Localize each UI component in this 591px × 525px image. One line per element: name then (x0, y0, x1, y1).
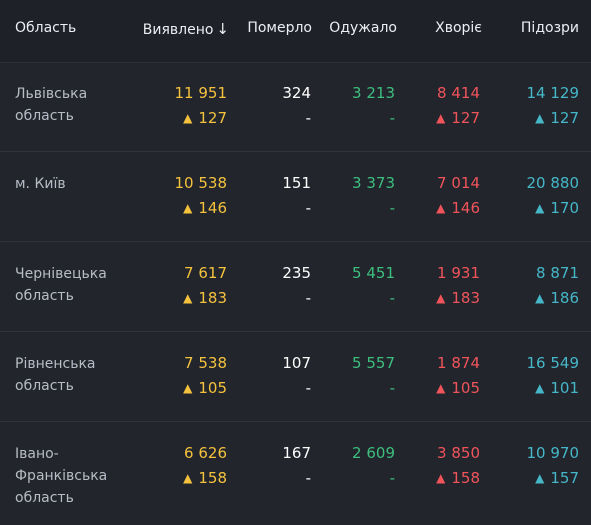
column-header-detected[interactable]: Виявлено ↓ (143, 20, 229, 38)
recovered-delta: - (389, 109, 395, 127)
recovered-delta: - (389, 469, 395, 487)
arrow-up-icon: ▲ (436, 381, 446, 395)
sick-value: 1 874 (437, 354, 480, 372)
detected-value: 6 626 (184, 444, 227, 462)
recovered-delta: - (389, 199, 395, 217)
died-delta: - (305, 379, 311, 397)
table-header: Область Виявлено ↓ Померло Одужало Хворіє… (0, 0, 591, 63)
detected-value: 7 617 (184, 264, 227, 282)
sick-value: 3 850 (437, 444, 480, 462)
died-value: 167 (282, 444, 311, 462)
suspected-value: 8 871 (536, 264, 579, 282)
table-row: Львівська область 11 951 ▲ 127 324 - 3 21… (0, 63, 591, 152)
recovered-value: 2 609 (352, 444, 395, 462)
recovered-delta: - (389, 289, 395, 307)
detected-delta: ▲ 158 (183, 469, 227, 487)
arrow-up-icon: ▲ (183, 201, 193, 215)
sick-delta: ▲ 158 (436, 469, 480, 487)
arrow-up-icon: ▲ (183, 111, 193, 125)
sick-delta: ▲ 146 (436, 199, 480, 217)
arrow-up-icon: ▲ (436, 291, 446, 305)
detected-value: 10 538 (174, 174, 228, 192)
suspected-value: 10 970 (526, 444, 580, 462)
suspected-value: 14 129 (526, 84, 580, 102)
table-row: Чернівецька область 7 617 ▲ 183 235 - 5 4… (0, 243, 591, 332)
table-row: м. Київ 10 538 ▲ 146 151 - 3 373 - 7 014 … (0, 153, 591, 242)
recovered-value: 3 373 (352, 174, 395, 192)
detected-delta: ▲ 146 (183, 199, 227, 217)
arrow-up-icon: ▲ (436, 471, 446, 485)
region-name: Чернівецька область (15, 266, 107, 304)
arrow-up-icon: ▲ (183, 291, 193, 305)
column-header-detected-label: Виявлено (142, 22, 214, 38)
detected-delta: ▲ 105 (183, 379, 227, 397)
column-header-region[interactable]: Область (15, 20, 77, 36)
died-delta: - (305, 469, 311, 487)
column-header-died[interactable]: Померло (247, 20, 312, 36)
detected-value: 11 951 (174, 84, 228, 102)
died-value: 107 (282, 354, 311, 372)
sick-delta: ▲ 183 (436, 289, 480, 307)
arrow-up-icon: ▲ (535, 471, 545, 485)
died-value: 324 (282, 84, 311, 102)
died-delta: - (305, 289, 311, 307)
sick-delta: ▲ 127 (436, 109, 480, 127)
recovered-value: 5 557 (352, 354, 395, 372)
arrow-up-icon: ▲ (183, 381, 193, 395)
arrow-up-icon: ▲ (436, 111, 446, 125)
column-header-sick[interactable]: Хворіє (435, 20, 482, 36)
detected-delta: ▲ 183 (183, 289, 227, 307)
died-delta: - (305, 109, 311, 127)
arrow-up-icon: ▲ (535, 111, 545, 125)
arrow-up-icon: ▲ (535, 291, 545, 305)
suspected-delta: ▲ 127 (535, 109, 579, 127)
suspected-delta: ▲ 186 (535, 289, 579, 307)
region-name: Івано-Франківська область (15, 446, 108, 506)
sick-value: 1 931 (437, 264, 480, 282)
sick-value: 7 014 (437, 174, 480, 192)
sort-arrow-down-icon: ↓ (216, 20, 229, 38)
table-row: Рівненська область 7 538 ▲ 105 107 - 5 55… (0, 333, 591, 422)
arrow-up-icon: ▲ (183, 471, 193, 485)
detected-delta: ▲ 127 (183, 109, 227, 127)
suspected-delta: ▲ 157 (535, 469, 579, 487)
arrow-up-icon: ▲ (535, 381, 545, 395)
suspected-delta: ▲ 101 (535, 379, 579, 397)
detected-value: 7 538 (184, 354, 227, 372)
died-value: 235 (282, 264, 311, 282)
suspected-delta: ▲ 170 (535, 199, 579, 217)
died-value: 151 (282, 174, 311, 192)
suspected-value: 16 549 (526, 354, 580, 372)
region-name: Львівська область (15, 86, 88, 124)
column-header-suspected[interactable]: Підозри (520, 20, 579, 36)
recovered-value: 3 213 (352, 84, 395, 102)
region-name: Рівненська область (15, 356, 96, 394)
arrow-up-icon: ▲ (436, 201, 446, 215)
died-delta: - (305, 199, 311, 217)
sick-value: 8 414 (437, 84, 480, 102)
region-name: м. Київ (15, 176, 66, 192)
arrow-up-icon: ▲ (535, 201, 545, 215)
recovered-delta: - (389, 379, 395, 397)
sick-delta: ▲ 105 (436, 379, 480, 397)
table-row: Івано-Франківська область 6 626 ▲ 158 167… (0, 423, 591, 525)
suspected-value: 20 880 (526, 174, 580, 192)
recovered-value: 5 451 (352, 264, 395, 282)
column-header-recovered[interactable]: Одужало (329, 20, 397, 36)
